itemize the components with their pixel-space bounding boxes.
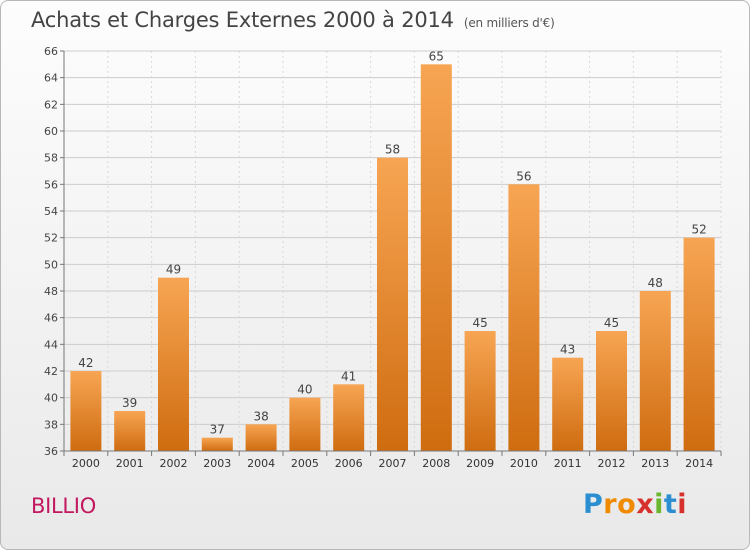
y-tick-label: 60 <box>44 125 58 138</box>
x-tick-label: 2013 <box>641 457 669 470</box>
y-tick-label: 44 <box>44 338 58 351</box>
bar-2001 <box>114 411 146 451</box>
bar-2004 <box>245 424 277 451</box>
y-tick-label: 48 <box>44 285 58 298</box>
data-label: 39 <box>122 396 137 410</box>
logo-letter: t <box>663 489 678 520</box>
bar-2007 <box>377 157 408 451</box>
chart-title: Achats et Charges Externes 2000 à 2014 (e… <box>31 8 555 32</box>
bar-2005 <box>289 397 321 451</box>
commune-name: BILLIO <box>31 494 96 518</box>
logo-letter: x <box>636 489 655 520</box>
bar-2014 <box>683 237 715 451</box>
logo-letter: o <box>617 489 637 520</box>
x-tick-label: 2003 <box>203 457 231 470</box>
bar-2002 <box>158 277 189 451</box>
x-tick-label: 2007 <box>379 457 407 470</box>
data-label: 52 <box>691 223 706 237</box>
bar-2006 <box>333 384 365 451</box>
y-tick-label: 52 <box>44 232 58 245</box>
data-label: 41 <box>341 369 356 383</box>
y-tick-label: 56 <box>44 178 58 191</box>
bars <box>70 64 715 452</box>
data-label: 65 <box>429 49 444 63</box>
x-tick-label: 2001 <box>116 457 144 470</box>
bar-2008 <box>420 64 452 452</box>
data-label: 42 <box>78 356 93 370</box>
data-label: 56 <box>516 169 531 183</box>
x-tick-label: 2000 <box>72 457 100 470</box>
data-label: 40 <box>297 383 312 397</box>
bar-2010 <box>508 184 540 452</box>
x-tick-label: 2002 <box>160 457 188 470</box>
logo-letter: r <box>603 489 618 520</box>
data-label: 49 <box>166 263 181 277</box>
x-tick-label: 2009 <box>466 457 494 470</box>
x-tick-label: 2004 <box>247 457 275 470</box>
y-tick-label: 50 <box>44 258 58 271</box>
y-tick-label: 38 <box>44 418 58 431</box>
x-tick-label: 2012 <box>598 457 626 470</box>
y-tick-label: 62 <box>44 98 58 111</box>
logo-letter: i <box>654 489 664 520</box>
x-tick-label: 2011 <box>554 457 582 470</box>
proxiti-logo: Proxiti <box>583 489 687 520</box>
x-tick-label: 2010 <box>510 457 538 470</box>
bar-2011 <box>552 357 584 451</box>
labels: 36 38 40 42 44 46 48 50 52 54 56 58 60 62 64 66 42 2000 39… <box>44 45 713 470</box>
data-label: 58 <box>385 143 400 157</box>
bar-2000 <box>70 371 102 451</box>
x-tick-label: 2008 <box>422 457 450 470</box>
y-tick-label: 66 <box>44 45 58 58</box>
chart-unit-note: (en milliers d'€) <box>463 16 555 30</box>
bar-2013 <box>639 291 671 451</box>
bar-2003 <box>201 437 233 451</box>
data-label: 37 <box>210 423 225 437</box>
chart-title-text: Achats et Charges Externes 2000 à 2014 <box>31 8 454 32</box>
data-label: 38 <box>253 409 268 423</box>
y-tick-label: 42 <box>44 365 58 378</box>
y-tick-label: 54 <box>44 205 58 218</box>
y-tick-label: 64 <box>44 72 58 85</box>
data-label: 43 <box>560 343 575 357</box>
axes <box>60 50 722 456</box>
x-tick-label: 2014 <box>685 457 713 470</box>
data-label: 45 <box>472 316 487 330</box>
x-tick-label: 2005 <box>291 457 319 470</box>
y-tick-label: 46 <box>44 312 58 325</box>
y-tick-label: 58 <box>44 152 58 165</box>
y-tick-label: 36 <box>44 445 58 458</box>
data-label: 45 <box>604 316 619 330</box>
logo-letter: P <box>583 489 604 520</box>
bar-2012 <box>596 331 627 451</box>
y-tick-label: 40 <box>44 392 58 405</box>
data-label: 48 <box>648 276 663 290</box>
bar-2009 <box>464 331 496 451</box>
x-tick-label: 2006 <box>335 457 363 470</box>
logo-letter: i <box>677 489 688 520</box>
